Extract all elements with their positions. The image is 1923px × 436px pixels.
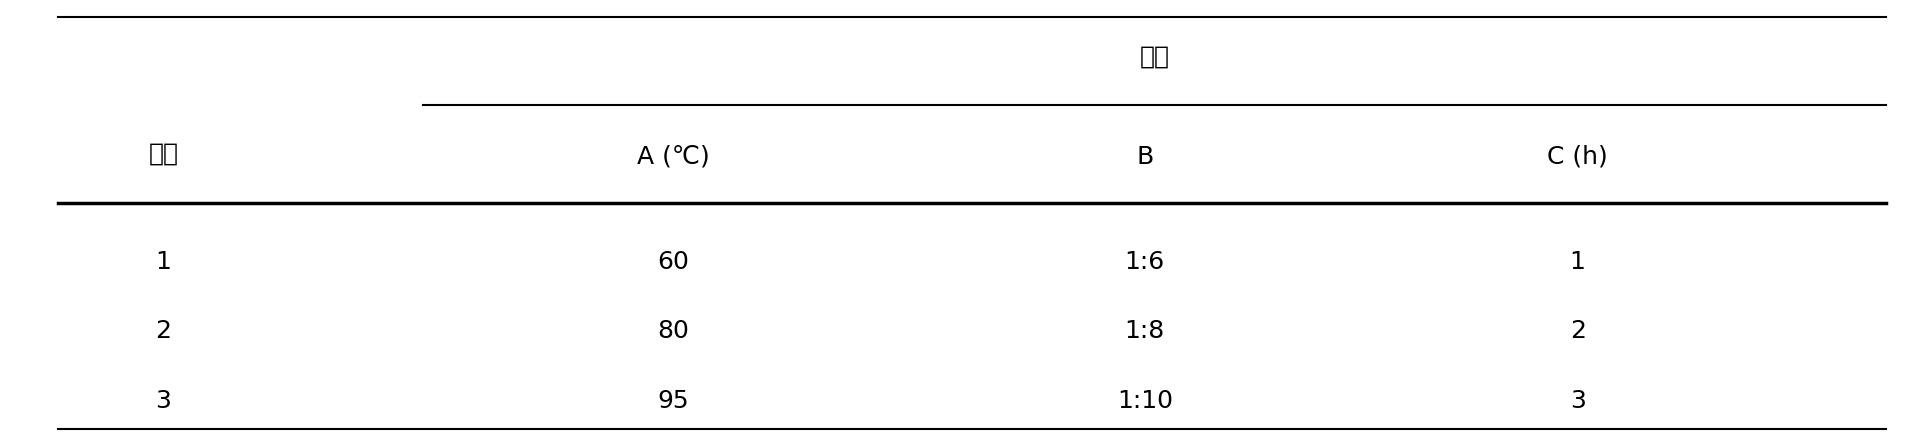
- Text: A (℃): A (℃): [637, 145, 710, 169]
- Text: 80: 80: [658, 319, 688, 344]
- Text: 2: 2: [1569, 319, 1585, 344]
- Text: 1: 1: [156, 249, 171, 274]
- Text: 1:10: 1:10: [1115, 389, 1173, 413]
- Text: 因素: 因素: [1138, 44, 1169, 69]
- Text: 1:6: 1:6: [1125, 249, 1163, 274]
- Text: 95: 95: [658, 389, 688, 413]
- Text: 1:8: 1:8: [1125, 319, 1163, 344]
- Text: 2: 2: [156, 319, 171, 344]
- Text: C (h): C (h): [1546, 145, 1608, 169]
- Text: 60: 60: [658, 249, 688, 274]
- Text: 1: 1: [1569, 249, 1585, 274]
- Text: 水平: 水平: [148, 142, 179, 166]
- Text: 3: 3: [1569, 389, 1585, 413]
- Text: B: B: [1136, 145, 1152, 169]
- Text: 3: 3: [156, 389, 171, 413]
